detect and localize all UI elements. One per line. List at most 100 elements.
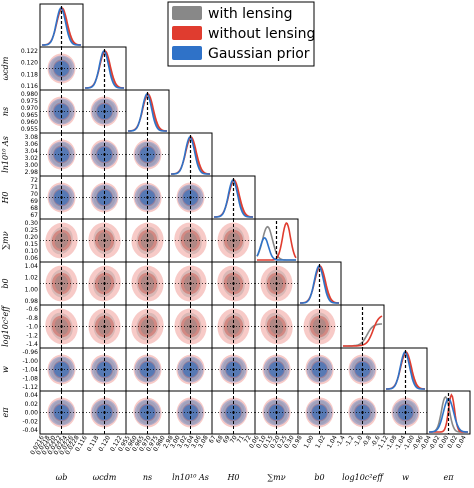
fiducial-point (60, 411, 63, 414)
ylabel-H0: H0 (1, 191, 10, 204)
panel-log10c2eff-log10c2eff (340, 304, 385, 349)
fiducial-point (103, 239, 106, 242)
panel-w-log10c2eff (340, 347, 385, 392)
ytick-H0-4: 68 (30, 205, 38, 212)
xtick-H0-3: 70 (229, 434, 239, 444)
xlabel-b0: b0 (314, 473, 324, 482)
ytick-b0-2: 1.00 (25, 286, 39, 293)
panel-e_pi-e_pi (426, 390, 471, 435)
xtick-b0-1: 1.00 (303, 434, 316, 449)
fiducial-point (232, 325, 235, 328)
fiducial-point (60, 239, 63, 242)
ytick-sum_mnu-3: 0.15 (25, 241, 39, 248)
panel-sum_mnu-ln10A_s (168, 218, 213, 263)
xtick-H0-4: 71 (236, 434, 246, 444)
fiducial-point (404, 411, 407, 414)
panel-n_s-omega_b (39, 89, 84, 134)
panel-w-ln10A_s (168, 347, 213, 392)
panel-H0-n_s (125, 175, 170, 220)
fiducial-point (275, 282, 278, 285)
ytick-n_s-2: 0.970 (21, 105, 38, 112)
ytick-omega_cdm-3: 0.116 (21, 83, 38, 90)
xlabel-ln10A_s: ln10¹⁰ As (172, 473, 209, 482)
ylabel-omega_cdm: ωcdm (1, 56, 10, 80)
fiducial-point (318, 325, 321, 328)
panel-H0-omega_cdm (82, 175, 127, 220)
panel-log10c2eff-omega_b (39, 304, 84, 349)
legend-entry-0: with lensing (172, 6, 292, 22)
fiducial-point (275, 411, 278, 414)
fiducial-point (103, 153, 106, 156)
panel-w-H0 (211, 347, 256, 392)
ytick-sum_mnu-1: 0.25 (25, 227, 39, 234)
panel-H0-ln10A_s (168, 175, 213, 220)
fiducial-point (189, 411, 192, 414)
fiducial-point (318, 368, 321, 371)
ytick-n_s-0: 0.980 (21, 91, 38, 98)
ytick-sum_mnu-0: 0.30 (25, 220, 39, 227)
ytick-ln10A_s-5: 2.98 (25, 169, 39, 176)
ytick-log10c2eff-2: -1.0 (26, 324, 38, 331)
ytick-H0-3: 69 (30, 198, 38, 205)
ytick-w-3: -1.08 (22, 375, 38, 382)
panel-w-sum_mnu (254, 347, 299, 392)
xlabel-omega_b: ωb (56, 473, 68, 482)
fiducial-point (60, 153, 63, 156)
ytick-omega_cdm-1: 0.120 (21, 60, 38, 67)
ylabel-w: w (1, 366, 10, 373)
ylabel-b0: b0 (1, 278, 10, 288)
axis-labels-layer: ωcdm ns ln10¹⁰ As H0 ∑mν b0 log10c²eff w eπ ωb ωcd… (1, 56, 454, 482)
panel-n_s-omega_cdm (82, 89, 127, 134)
panel-e_pi-H0 (211, 390, 256, 435)
ytick-omega_cdm-0: 0.122 (21, 48, 38, 55)
fiducial-point (146, 411, 149, 414)
fiducial-point (146, 153, 149, 156)
panel-b0-b0 (297, 261, 342, 306)
xtick-e_pi-4: 0.04 (455, 434, 468, 449)
ytick-b0-1: 1.02 (25, 275, 39, 282)
ytick-b0-3: 0.98 (25, 298, 39, 305)
ytick-w-4: -1.12 (22, 384, 38, 391)
ylabel-log10c2eff: log10c²eff (1, 305, 10, 347)
ytick-n_s-1: 0.975 (21, 98, 38, 105)
ytick-H0-5: 67 (30, 212, 38, 219)
fiducial-point (103, 325, 106, 328)
ytick-e_pi-3: -0.02 (22, 418, 38, 425)
ytick-ln10A_s-0: 3.08 (25, 134, 39, 141)
fiducial-point (60, 196, 63, 199)
fiducial-point (103, 110, 106, 113)
fiducial-point (60, 368, 63, 371)
fiducial-point (275, 368, 278, 371)
xlabel-n_s: ns (143, 473, 152, 482)
ytick-b0-0: 1.04 (25, 263, 39, 270)
legend: with lensing without lensing Gaussian pr… (167, 1, 315, 67)
panel-sum_mnu-sum_mnu (254, 218, 299, 263)
ytick-sum_mnu-4: 0.10 (25, 248, 39, 255)
fiducial-point (189, 282, 192, 285)
fiducial-point (318, 411, 321, 414)
fiducial-point (146, 282, 149, 285)
ylabel-ln10A_s: ln10¹⁰ As (1, 136, 10, 173)
ytick-ln10A_s-2: 3.04 (25, 148, 39, 155)
legend-swatch-2 (172, 46, 202, 60)
xlabel-sum_mnu: ∑mν (267, 473, 285, 482)
xlabel-e_pi: eπ (444, 473, 455, 482)
fiducial-point (189, 239, 192, 242)
panel-omega_cdm-omega_cdm (82, 46, 127, 91)
fiducial-point (103, 196, 106, 199)
panel-w-w (383, 347, 428, 392)
fiducial-point (103, 411, 106, 414)
marginal-sum_mnu-2 (256, 237, 296, 261)
fiducial-point (60, 110, 63, 113)
ylabel-e_pi: eπ (1, 407, 10, 418)
xlabel-H0: H0 (226, 473, 239, 482)
fiducial-point (275, 325, 278, 328)
ytick-w-1: -1.00 (22, 358, 38, 365)
ytick-ln10A_s-1: 3.06 (25, 141, 39, 148)
marginal-log10c2eff-1 (343, 315, 383, 347)
ytick-e_pi-4: -0.04 (22, 427, 38, 434)
xlabel-log10c2eff: log10c²eff (342, 473, 384, 482)
panel-log10c2eff-omega_cdm (82, 304, 127, 349)
panel-e_pi-log10c2eff (340, 390, 385, 435)
